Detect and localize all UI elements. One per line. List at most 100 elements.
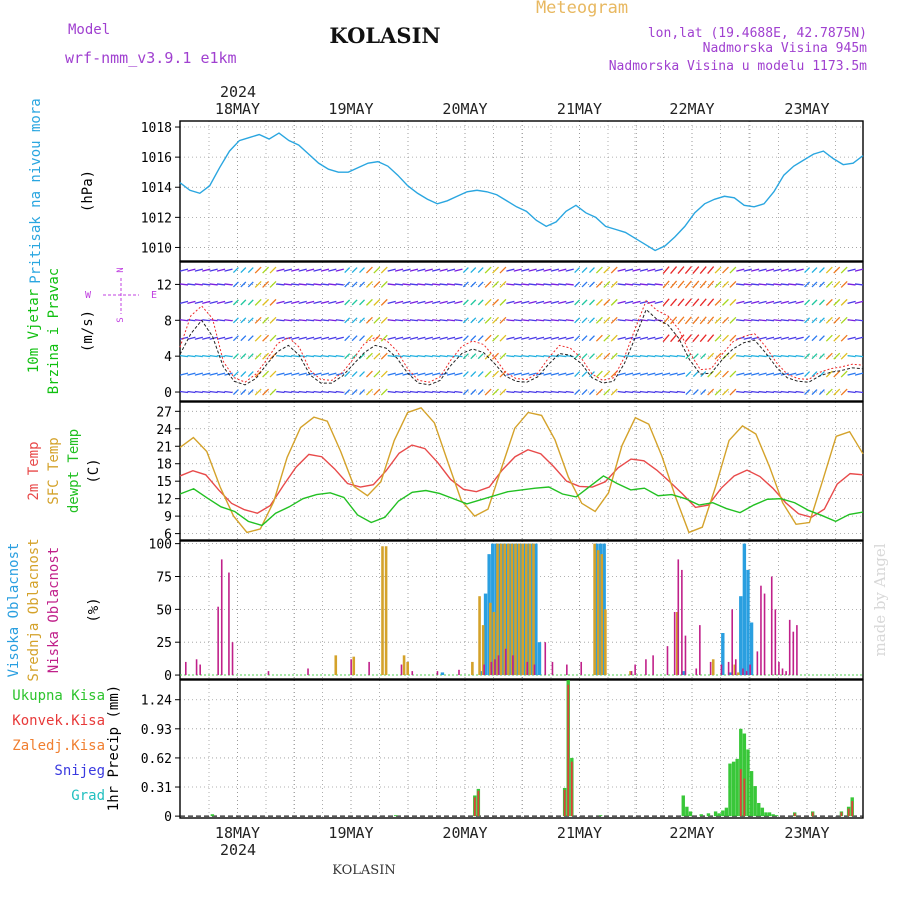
wind-arrow bbox=[224, 336, 233, 340]
wind-arrow bbox=[499, 298, 507, 306]
pressure-line bbox=[179, 132, 864, 252]
wind-arrow bbox=[795, 300, 804, 304]
wind-arrow bbox=[603, 388, 611, 396]
wind-arrow bbox=[654, 390, 663, 394]
wind-arrow bbox=[359, 299, 365, 306]
cloud-unit: (%) bbox=[86, 597, 102, 622]
wind-arrow bbox=[216, 336, 226, 340]
cloud-bar bbox=[217, 606, 219, 676]
precip-ytick-label: 1.24 bbox=[141, 694, 172, 709]
wind-arrow bbox=[854, 319, 864, 322]
wind-arrow bbox=[750, 268, 760, 272]
cloud-bar bbox=[494, 659, 496, 676]
wind-arrow bbox=[424, 268, 433, 272]
wind-arrow bbox=[535, 355, 545, 358]
cloud-bar bbox=[742, 543, 747, 676]
precip-bar bbox=[563, 789, 566, 817]
wind-arrow bbox=[247, 299, 254, 306]
wind-arrow bbox=[595, 388, 603, 396]
wind-arrow bbox=[714, 388, 722, 396]
cloud-bar bbox=[739, 596, 743, 676]
wind-arrow bbox=[276, 355, 285, 358]
wind-arrow bbox=[699, 298, 707, 307]
wind-arrow bbox=[589, 353, 595, 360]
wind-arrow bbox=[603, 298, 611, 306]
wind-arrow bbox=[313, 336, 322, 340]
wind-arrow bbox=[470, 353, 477, 360]
wind-arrow bbox=[365, 370, 373, 378]
wind-arrow bbox=[581, 353, 588, 360]
wind-arrow bbox=[535, 268, 545, 272]
wind-arrow bbox=[232, 389, 239, 395]
wind-arrow bbox=[574, 371, 581, 378]
wind-arrow bbox=[736, 268, 745, 272]
wind-arrow bbox=[262, 388, 270, 396]
wind-arrow bbox=[454, 355, 463, 358]
wind-arrow bbox=[387, 268, 396, 272]
wind-arrow bbox=[669, 390, 678, 394]
wind-arrow bbox=[736, 319, 745, 322]
wind-arrow bbox=[729, 280, 737, 288]
wind-arrow bbox=[439, 390, 448, 394]
wind-arrow bbox=[818, 299, 825, 306]
wind-arrow bbox=[722, 316, 729, 324]
wind-arrow bbox=[298, 283, 307, 286]
wind-arrow bbox=[454, 372, 463, 376]
wind-arrow bbox=[670, 266, 678, 274]
wind-arrow bbox=[470, 281, 477, 288]
cloud-bar bbox=[763, 593, 766, 676]
wind-arrow bbox=[610, 388, 618, 396]
wind-arrow bbox=[847, 355, 856, 358]
wind-arrow bbox=[595, 298, 603, 306]
precip-bar bbox=[731, 761, 736, 817]
high-cloud-title: Visoka Oblacnost bbox=[6, 543, 22, 678]
wind-arrow bbox=[685, 353, 692, 360]
precip-bar bbox=[685, 806, 689, 817]
wind-arrow bbox=[513, 336, 522, 340]
wind-arrow bbox=[291, 355, 300, 358]
wind-arrow bbox=[788, 319, 797, 322]
wind-arrow bbox=[402, 283, 411, 286]
wind-arrow bbox=[610, 352, 618, 360]
wind-arrow bbox=[847, 390, 856, 394]
wind-arrow bbox=[707, 388, 715, 396]
wind-arrow bbox=[179, 336, 189, 340]
wind-arrow bbox=[684, 280, 692, 289]
cloud-bar bbox=[749, 622, 754, 676]
wind-arrow bbox=[654, 268, 663, 272]
wind-arrow bbox=[232, 281, 239, 288]
wind-arrow bbox=[380, 266, 388, 274]
wind-arrow bbox=[624, 268, 634, 272]
wind-arrow bbox=[714, 280, 722, 288]
wind-arrow bbox=[654, 300, 663, 304]
wind-arrow bbox=[306, 319, 315, 322]
wind-arrow bbox=[402, 300, 411, 304]
wind-arrow bbox=[454, 300, 463, 304]
wind-arrow bbox=[513, 390, 522, 394]
wind-arrow bbox=[387, 355, 396, 358]
wind-arrow bbox=[788, 390, 797, 394]
precip-bar bbox=[775, 815, 779, 817]
cloud-bar bbox=[517, 543, 521, 676]
wind-arrow bbox=[632, 372, 641, 376]
wind-arrow bbox=[804, 335, 811, 342]
precip-bar bbox=[567, 684, 570, 817]
compass-n: N bbox=[116, 267, 126, 272]
precip-bar bbox=[393, 815, 398, 817]
compass-s: S bbox=[116, 317, 126, 322]
precip-bar bbox=[728, 763, 732, 817]
wind-arrow bbox=[550, 336, 560, 340]
wind-arrow bbox=[262, 316, 270, 324]
precip-bar bbox=[767, 812, 772, 817]
wind-arrow bbox=[380, 316, 388, 324]
wind-arrow bbox=[506, 355, 515, 358]
day-label-top: 23MAY bbox=[784, 100, 829, 118]
cloud-bar bbox=[695, 668, 698, 676]
wind-arrow bbox=[462, 371, 469, 378]
wind-arrow bbox=[217, 319, 226, 322]
wind-arrow bbox=[470, 299, 477, 306]
wind-arrow bbox=[722, 388, 729, 396]
wind-arrow bbox=[639, 300, 649, 304]
wind-arrow bbox=[313, 319, 322, 322]
wind-arrow bbox=[432, 355, 441, 358]
